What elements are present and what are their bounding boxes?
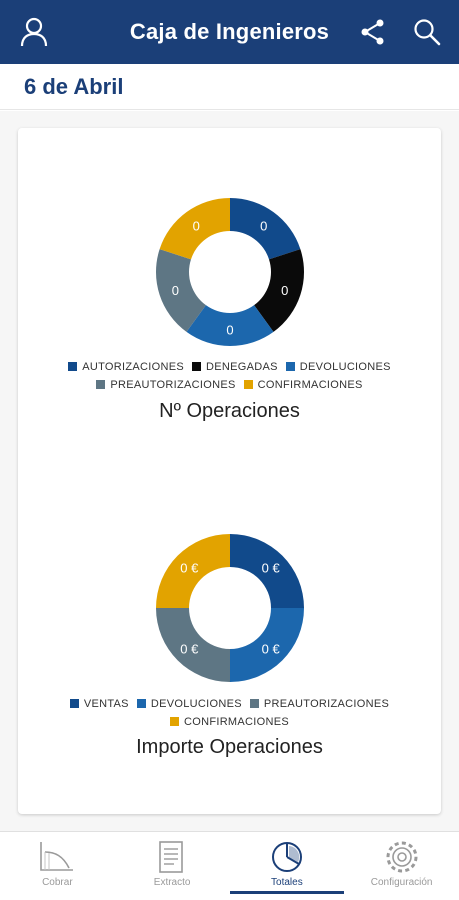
slice-label-autorizaciones: 0 (260, 218, 267, 233)
nav-item-cobrar[interactable]: Cobrar (0, 832, 115, 900)
legend-swatch (96, 380, 106, 389)
donut-slice-devoluciones[interactable] (230, 608, 304, 682)
donut-slice-preautorizaciones[interactable] (156, 608, 230, 682)
slice-label-confirmaciones: 0 (193, 218, 200, 233)
nav-label-extracto: Extracto (153, 877, 191, 888)
legend-item-autorizaciones: AUTORIZACIONES (68, 358, 184, 376)
legend-item-preautorizaciones: PREAUTORIZACIONES (249, 695, 390, 713)
nav-label-cobrar: Cobrar (42, 877, 73, 888)
legend-label: DEVOLUCIONES (150, 698, 242, 710)
nav-item-totales[interactable]: Totales (229, 832, 345, 900)
gear-icon (386, 841, 418, 873)
legend-label: PREAUTORIZACIONES (263, 698, 390, 710)
slice-label-ventas: 0 € (262, 560, 281, 575)
donut-slice-ventas[interactable] (230, 534, 304, 608)
nav-item-extracto[interactable]: Extracto (115, 832, 230, 900)
slice-label-confirmaciones: 0 € (180, 560, 199, 575)
legend-item-preautorizaciones: PREAUTORIZACIONES (96, 376, 235, 394)
nav-label-configuracion: Configuración (370, 877, 433, 888)
legend-swatch (68, 362, 78, 371)
app-bar: Caja de Ingenieros (0, 0, 459, 64)
legend-swatch (285, 362, 295, 371)
share-button[interactable] (355, 14, 391, 50)
legend-label: DEVOLUCIONES (299, 361, 391, 373)
operations-count-title: Nº Operaciones (159, 400, 300, 422)
nav-item-configuracion[interactable]: Configuración (344, 832, 459, 900)
donut-slice-confirmaciones[interactable] (159, 198, 230, 260)
operations-amount-donut-chart: 0 € 0 € 0 € 0 € (156, 534, 304, 682)
totals-card: 0 0 0 0 0 AUTORIZACIONES DENEGADAS DEVOLUCIONE… (18, 128, 441, 814)
bottom-navigation: Cobrar Extracto Totales Configuración (0, 831, 459, 900)
date-row: 6 de Abril (0, 64, 459, 110)
search-icon (414, 19, 441, 46)
legend-label: AUTORIZACIONES (82, 361, 184, 373)
nav-label-totales: Totales (271, 877, 303, 888)
statement-icon (159, 841, 183, 873)
legend-swatch (249, 699, 259, 708)
slice-label-preautorizaciones: 0 (172, 283, 179, 298)
legend-label: PREAUTORIZACIONES (110, 379, 236, 391)
operations-amount-legend: VENTAS DEVOLUCIONES PREAUTORIZACIONES CONFI… (18, 695, 441, 731)
slice-label-denegadas: 0 (281, 283, 288, 298)
legend-item-devoluciones: DEVOLUCIONES (136, 695, 242, 713)
legend-swatch (169, 717, 179, 726)
slice-label-preautorizaciones: 0 € (180, 642, 199, 657)
legend-item-ventas: VENTAS (69, 695, 129, 713)
donut-slice-denegadas[interactable] (254, 249, 304, 332)
legend-label: CONFIRMACIONES (183, 716, 290, 728)
user-button[interactable] (16, 14, 52, 50)
donut-slice-autorizaciones[interactable] (230, 198, 301, 260)
legend-swatch (69, 699, 79, 708)
donut-slice-confirmaciones[interactable] (156, 534, 230, 608)
legend-item-devoluciones: DEVOLUCIONES (285, 358, 391, 376)
operations-amount-title: Importe Operaciones (136, 736, 323, 758)
legend-item-confirmaciones: CONFIRMACIONES (169, 713, 290, 731)
operations-count-legend: AUTORIZACIONES DENEGADAS DEVOLUCIONES PREAU… (18, 358, 441, 394)
legend-label: CONFIRMACIONES (257, 379, 363, 391)
legend-label: VENTAS (83, 698, 129, 710)
search-button[interactable] (409, 14, 445, 50)
date-label: 6 de Abril (24, 73, 124, 99)
legend-swatch (136, 699, 146, 708)
donut-slice-devoluciones[interactable] (186, 305, 274, 346)
pie-chart-icon (271, 842, 302, 872)
donut-slice-preautorizaciones[interactable] (156, 249, 206, 332)
slice-label-devoluciones: 0 € (262, 642, 281, 657)
receipt-curve-icon (40, 842, 74, 871)
legend-label: DENEGADAS (206, 361, 278, 373)
app-title: Caja de Ingenieros (129, 19, 330, 44)
legend-item-denegadas: DENEGADAS (192, 358, 278, 376)
legend-swatch (192, 362, 201, 371)
user-icon (20, 17, 48, 47)
legend-swatch (243, 380, 253, 389)
slice-label-devoluciones: 0 (226, 323, 233, 338)
operations-count-donut-chart: 0 0 0 0 0 (156, 198, 304, 346)
legend-item-confirmaciones: CONFIRMACIONES (243, 376, 363, 394)
share-icon (361, 19, 384, 45)
